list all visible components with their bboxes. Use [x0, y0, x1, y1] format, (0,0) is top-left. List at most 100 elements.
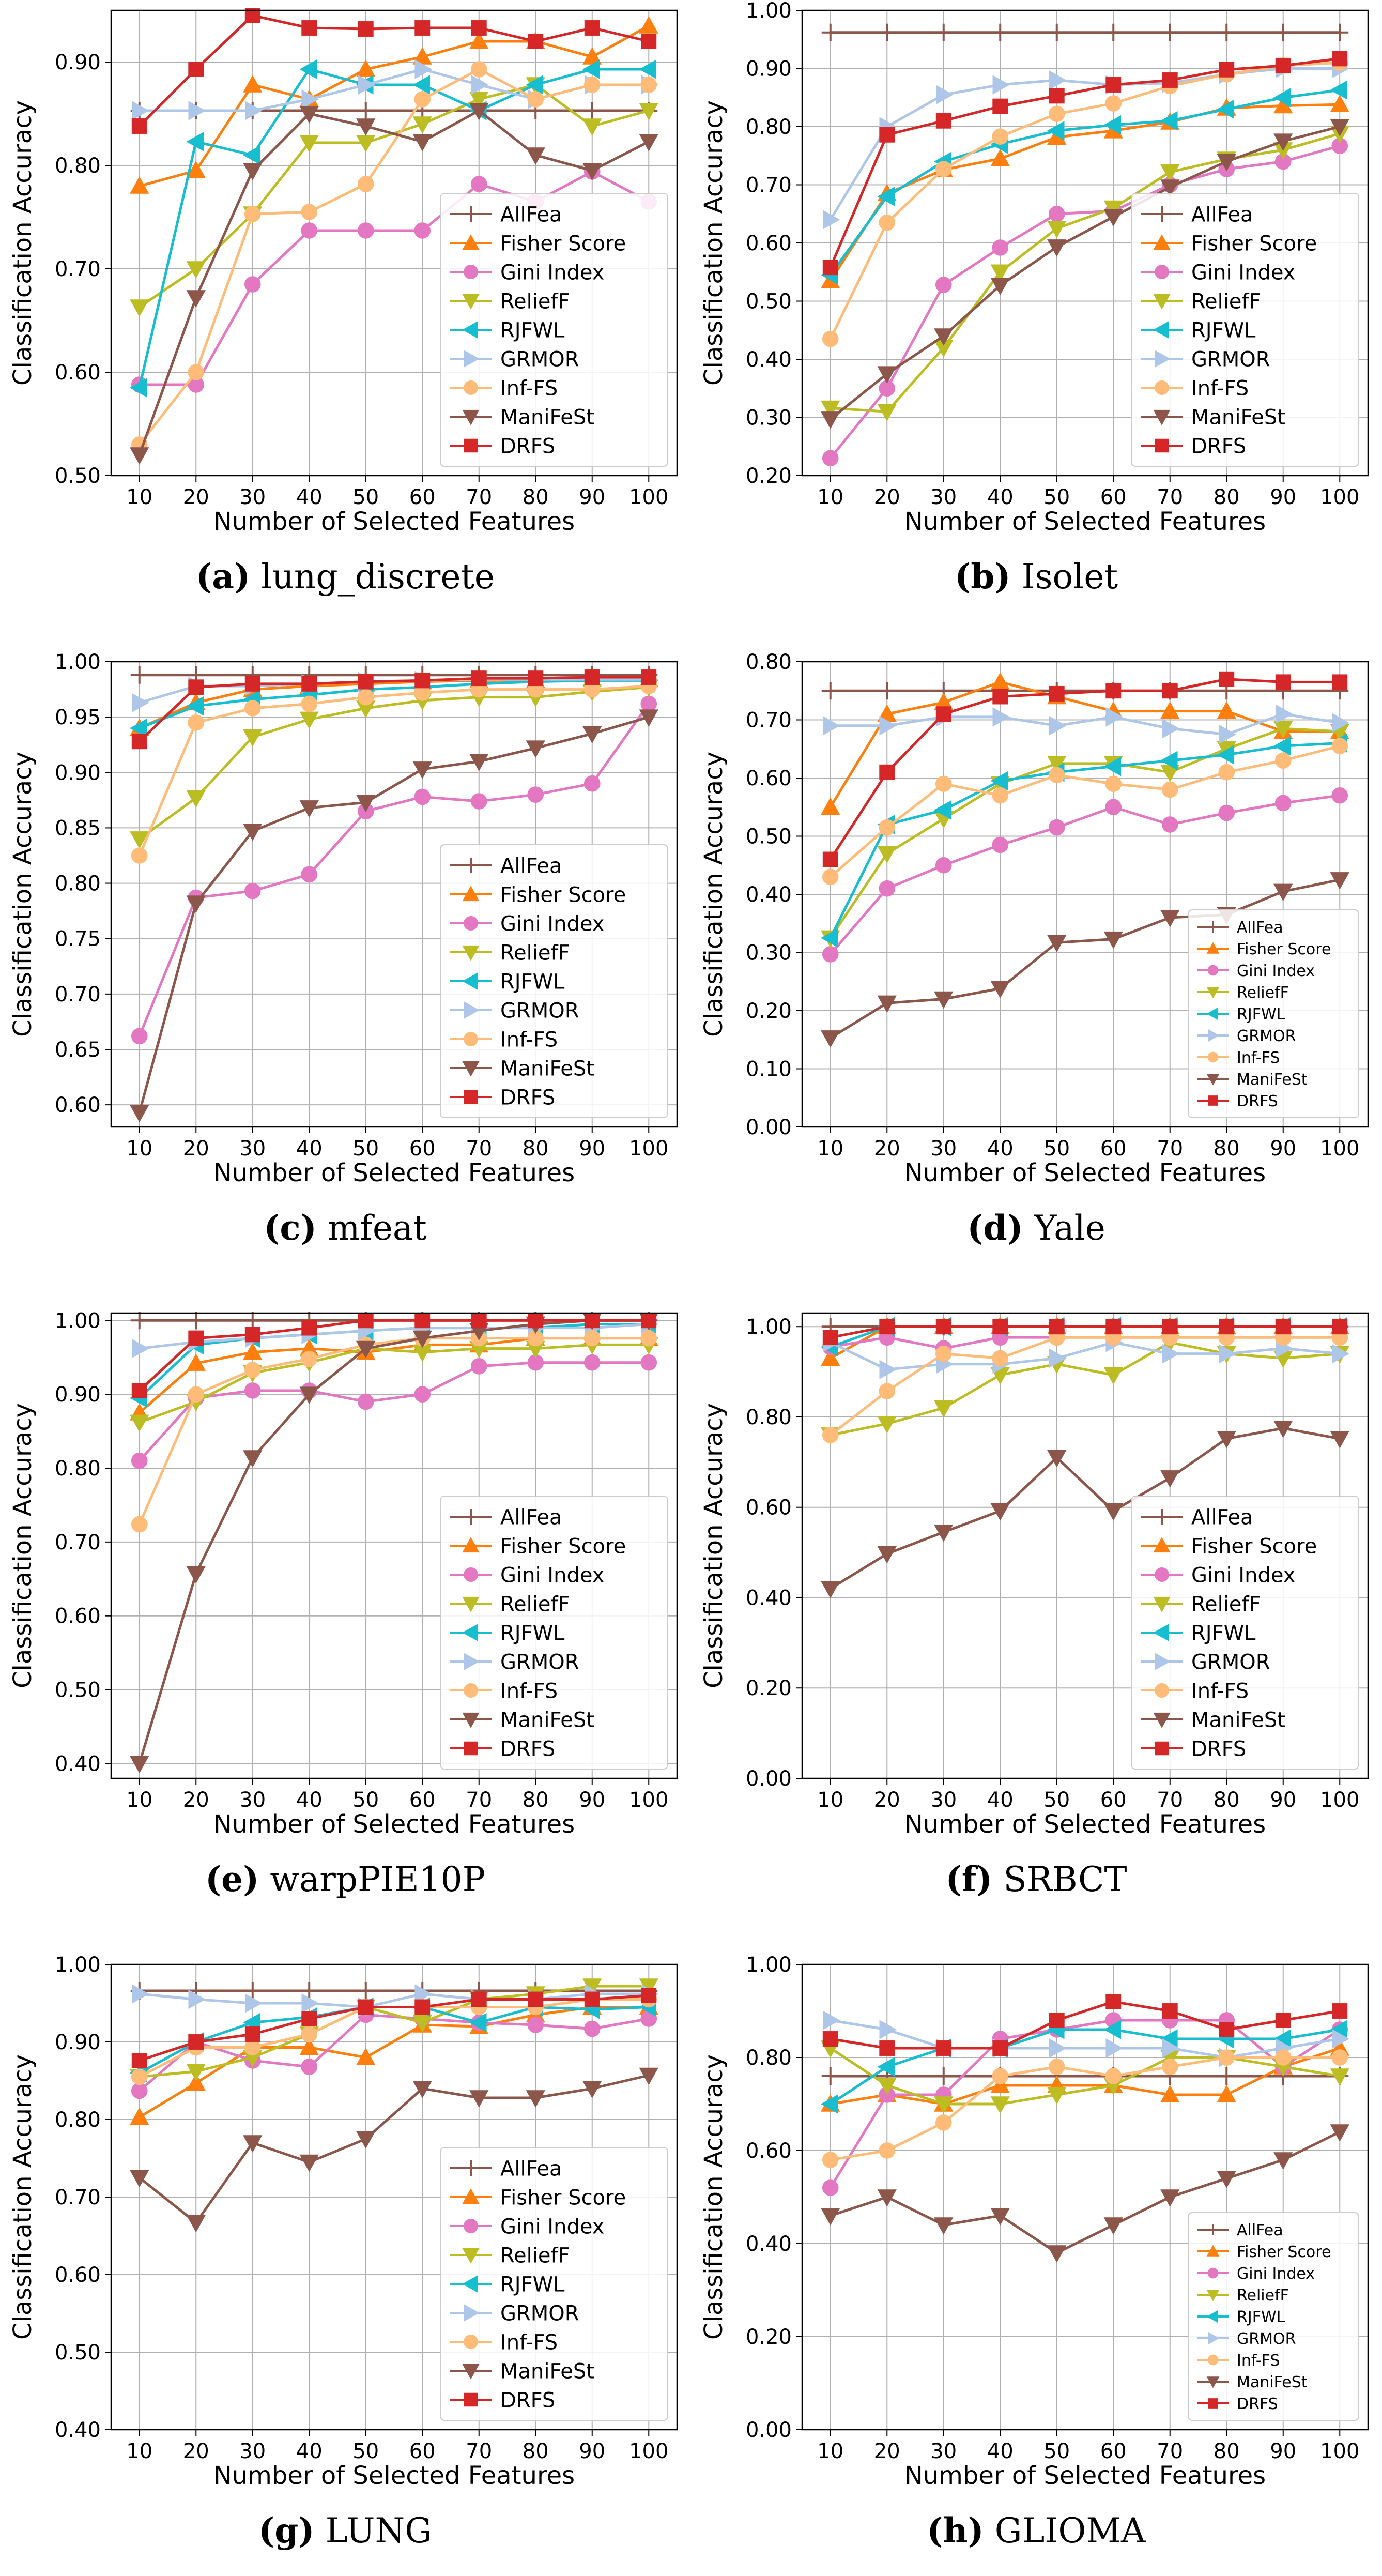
x-tick-label: 40 [987, 485, 1014, 509]
y-tick-label: 0.90 [55, 1383, 101, 1407]
legend-label: RJFWL [1191, 318, 1256, 342]
x-tick-label: 80 [1214, 1137, 1240, 1161]
legend-label: GRMOR [500, 999, 579, 1023]
data-point-relieff [130, 1414, 149, 1432]
legend-marker-gini-index [464, 916, 478, 931]
y-tick-label: 0.40 [55, 1752, 101, 1776]
axis-ticks: 10 20 30 40 50 60 70 80 90 100 0.20 0.30 0.40 0.50 0.6… [746, 0, 1359, 509]
legend-label: Gini Index [500, 912, 604, 936]
data-point-manifest [299, 2154, 319, 2172]
x-tick-label: 20 [874, 2440, 900, 2463]
data-point-fisher-score [990, 672, 1010, 690]
y-tick-label: 0.60 [55, 361, 101, 385]
y-tick-label: 0.90 [55, 2031, 101, 2054]
legend-label: ReliefF [1237, 984, 1289, 1002]
data-point-drfs [188, 679, 204, 695]
data-point-allfea [1218, 2067, 1236, 2085]
data-point-drfs [935, 1319, 951, 1335]
legend-item-rjfwl: RJFWL [450, 2273, 565, 2296]
data-point-drfs [1049, 685, 1065, 702]
y-tick-label: 0.50 [55, 464, 101, 488]
legend-item-gini-index: Gini Index [1197, 962, 1315, 980]
legend-label: RJFWL [1237, 2308, 1285, 2326]
data-point-grmor [244, 1993, 263, 2013]
legend-item-relieff: ReliefF [450, 2244, 570, 2267]
data-point-gini-index [131, 1452, 148, 1469]
data-point-gini-index [357, 1393, 374, 1410]
data-point-drfs [935, 113, 951, 129]
data-point-fisher-score [356, 59, 376, 77]
data-point-grmor [1049, 70, 1067, 90]
data-point-grmor [1049, 2038, 1067, 2058]
data-point-inf-fs [583, 77, 601, 93]
data-point-inf-fs [1105, 775, 1122, 792]
caption-name: SRBCT [992, 1859, 1127, 1899]
x-tick-label: 50 [1043, 2440, 1070, 2463]
legend-marker-allfea [1154, 1509, 1170, 1525]
y-tick-label: 0.40 [55, 2418, 101, 2442]
legend-item-gini-index: Gini Index [450, 912, 604, 936]
legend-item-gini-index: Gini Index [450, 261, 604, 284]
data-point-drfs [244, 676, 260, 692]
legend-label: Inf-FS [1191, 376, 1249, 400]
legend-marker-gini-index [1207, 2267, 1219, 2279]
data-point-drfs [1162, 2003, 1178, 2019]
x-tick-label: 30 [930, 485, 957, 509]
series-group [820, 671, 1350, 1048]
data-point-manifest [186, 2215, 206, 2233]
y-tick-label: 0.70 [55, 983, 101, 1007]
series-line-manifest [830, 2130, 1341, 2254]
data-point-gini-index [414, 1386, 431, 1403]
y-tick-label: 0.70 [746, 709, 792, 733]
legend: AllFea Fisher Score Gini Index ReliefF RJFWL… [440, 2147, 668, 2421]
y-axis-label: Classification Accuracy [8, 1403, 37, 1688]
legend-marker-grmor [1208, 1029, 1220, 1042]
data-point-allfea [1218, 23, 1236, 41]
legend-item-gini-index: Gini Index [450, 2215, 604, 2238]
data-point-drfs [1275, 57, 1291, 73]
data-point-fisher-score [821, 797, 840, 815]
x-tick-label: 70 [466, 1788, 492, 1812]
data-point-drfs [244, 2026, 260, 2042]
axis-ticks: 10 20 30 40 50 60 70 80 90 100 0.40 0.50 0.60 0.70 0.8… [55, 1953, 668, 2463]
series-line-drfs [139, 676, 649, 743]
data-point-relieff [1047, 2087, 1067, 2105]
data-point-manifest [1160, 910, 1180, 927]
legend-marker-gini-index [1155, 1567, 1169, 1582]
x-tick-label: 10 [817, 1788, 843, 1812]
data-point-drfs [188, 62, 204, 77]
y-tick-label: 0.90 [55, 761, 101, 785]
legend-item-relieff: ReliefF [450, 1592, 570, 1616]
series-gini-index [822, 787, 1348, 963]
legend-item-allfea: AllFea [450, 854, 562, 878]
legend: AllFea Fisher Score Gini Index ReliefF RJFWL… [1131, 193, 1359, 467]
x-axis-label: Number of Selected Features [213, 1810, 575, 1839]
data-point-relieff [877, 846, 897, 864]
data-point-inf-fs [1105, 2068, 1122, 2084]
data-point-grmor [131, 693, 149, 712]
data-point-drfs [1049, 88, 1065, 104]
legend-marker-allfea [463, 2160, 479, 2176]
series-line-grmor [139, 1322, 649, 1350]
x-tick-label: 20 [183, 1137, 209, 1161]
data-point-drfs [358, 674, 374, 690]
legend-label: AllFea [500, 1505, 562, 1529]
y-tick-label: 0.40 [746, 1586, 792, 1610]
data-point-inf-fs [992, 787, 1009, 804]
data-point-gini-index [414, 222, 431, 239]
panel-caption: (h) GLIOMA [927, 2510, 1146, 2551]
legend-item-grmor: GRMOR [1197, 2330, 1296, 2348]
y-tick-label: 0.70 [55, 2186, 101, 2209]
series-line-inf-fs [829, 61, 1340, 340]
data-point-inf-fs [131, 2068, 148, 2085]
chart-panel-h: 10 20 30 40 50 60 70 80 90 100 0.00 0.20 0.40 0.60 0.8… [699, 1953, 1369, 2551]
legend-item-inf-fs: Inf-FS [450, 1028, 558, 1051]
legend-marker-manifest [462, 409, 480, 425]
data-point-drfs [992, 1319, 1008, 1335]
data-point-fisher-score [990, 148, 1010, 166]
data-point-manifest [356, 2131, 376, 2149]
panel-caption: (e) warpPIE10P [205, 1859, 485, 1899]
legend-item-inf-fs: Inf-FS [450, 2330, 558, 2354]
series-line-fisher-score [829, 103, 1340, 282]
series-gini-index [131, 2006, 657, 2099]
